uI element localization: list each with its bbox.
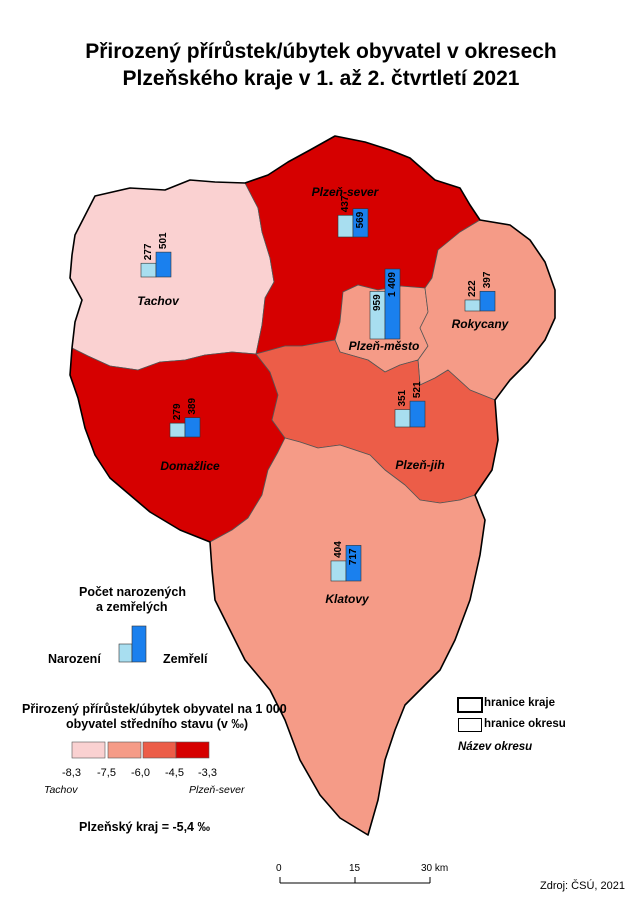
legend-births-label: Narození bbox=[48, 652, 101, 666]
class-break-2: -7,5 bbox=[97, 767, 116, 779]
deaths-bar bbox=[155, 251, 172, 278]
deaths-bar bbox=[384, 268, 401, 340]
bar-legend-title-line1: Počet narozených bbox=[79, 585, 186, 599]
legend-district-border-swatch bbox=[458, 718, 482, 732]
label-tachov: Tachov bbox=[137, 294, 180, 308]
label-rokycany: Rokycany bbox=[452, 317, 510, 331]
births-value-label: 437 bbox=[340, 195, 351, 212]
legend-swatch-2 bbox=[107, 741, 142, 759]
bar-legend-title-line2: a zemřelých bbox=[96, 600, 168, 614]
class-min-district: Tachov bbox=[44, 784, 78, 796]
class-break-5: -3,3 bbox=[198, 767, 217, 779]
label-domazlice: Domažlice bbox=[160, 459, 220, 473]
births-value-label: 351 bbox=[397, 389, 408, 406]
legend-region-border-label: hranice kraje bbox=[484, 697, 555, 709]
births-bar bbox=[394, 409, 411, 428]
deaths-value-label: 569 bbox=[355, 211, 366, 228]
class-max-district: Plzeň-sever bbox=[189, 784, 245, 796]
scale-tick-15: 15 bbox=[349, 863, 361, 874]
deaths-value-label: 1 409 bbox=[387, 272, 398, 297]
births-bar bbox=[140, 262, 157, 278]
source-note: Zdroj: ČSÚ, 2021 bbox=[540, 880, 625, 892]
legend-swatch-3 bbox=[142, 741, 177, 759]
class-break-1: -8,3 bbox=[62, 767, 81, 779]
deaths-value-label: 397 bbox=[482, 271, 493, 288]
legend-deaths-label: Zemřelí bbox=[163, 652, 208, 666]
deaths-value-label: 717 bbox=[348, 548, 359, 565]
label-plzen-sever: Plzeň-sever bbox=[312, 185, 380, 199]
label-plzen-mesto: Plzeň-město bbox=[349, 339, 420, 353]
region-border bbox=[69, 135, 556, 836]
map-title-line2: Plzeňského kraje v 1. až 2. čtvrtletí 20… bbox=[122, 67, 520, 90]
legend-district-border-label: hranice okresu bbox=[484, 718, 566, 730]
births-value-label: 404 bbox=[333, 541, 344, 558]
deaths-bar bbox=[479, 290, 496, 312]
births-value-label: 959 bbox=[372, 294, 383, 311]
deaths-bar bbox=[345, 545, 362, 582]
births-bar bbox=[464, 299, 481, 312]
legend-swatch-4 bbox=[175, 741, 210, 759]
deaths-value-label: 501 bbox=[158, 232, 169, 249]
legend-deaths-bar bbox=[131, 625, 147, 663]
scale-bar bbox=[279, 877, 431, 884]
deaths-bar bbox=[184, 417, 201, 438]
births-bar bbox=[330, 560, 347, 582]
births-bar bbox=[169, 422, 186, 438]
class-break-3: -6,0 bbox=[131, 767, 150, 779]
class-legend-title-line2: obyvatel středního stavu (v ‰) bbox=[66, 717, 248, 731]
births-bar bbox=[337, 214, 354, 238]
legend-district-name-label: Název okresu bbox=[458, 741, 533, 753]
deaths-value-label: 521 bbox=[412, 381, 423, 398]
births-value-label: 279 bbox=[172, 403, 183, 420]
region-total: Plzeňský kraj = -5,4 ‰ bbox=[79, 820, 210, 834]
legend-births-bar bbox=[118, 643, 133, 663]
district-tachov bbox=[69, 179, 275, 371]
scale-tick-30: 30 km bbox=[421, 863, 449, 874]
class-break-4: -4,5 bbox=[165, 767, 184, 779]
deaths-value-label: 389 bbox=[187, 398, 198, 415]
label-plzen-jih: Plzeň-jih bbox=[395, 458, 444, 472]
district-bar-charts: 277 501 437 569 959 1 409 222 397 279 389 351 521 40… bbox=[140, 195, 496, 582]
deaths-bar bbox=[409, 400, 426, 428]
scale-tick-0: 0 bbox=[276, 863, 282, 874]
legend-region-border-swatch bbox=[457, 697, 483, 713]
deaths-bar bbox=[352, 208, 369, 238]
map-title-line1: Přirozený přírůstek/úbytek obyvatel v ok… bbox=[85, 40, 557, 63]
label-klatovy: Klatovy bbox=[325, 592, 370, 606]
legend-swatch-1 bbox=[71, 741, 106, 759]
births-value-label: 277 bbox=[143, 243, 154, 260]
births-value-label: 222 bbox=[467, 280, 478, 297]
class-legend-title-line1: Přirozený přírůstek/úbytek obyvatel na 1… bbox=[22, 702, 287, 716]
